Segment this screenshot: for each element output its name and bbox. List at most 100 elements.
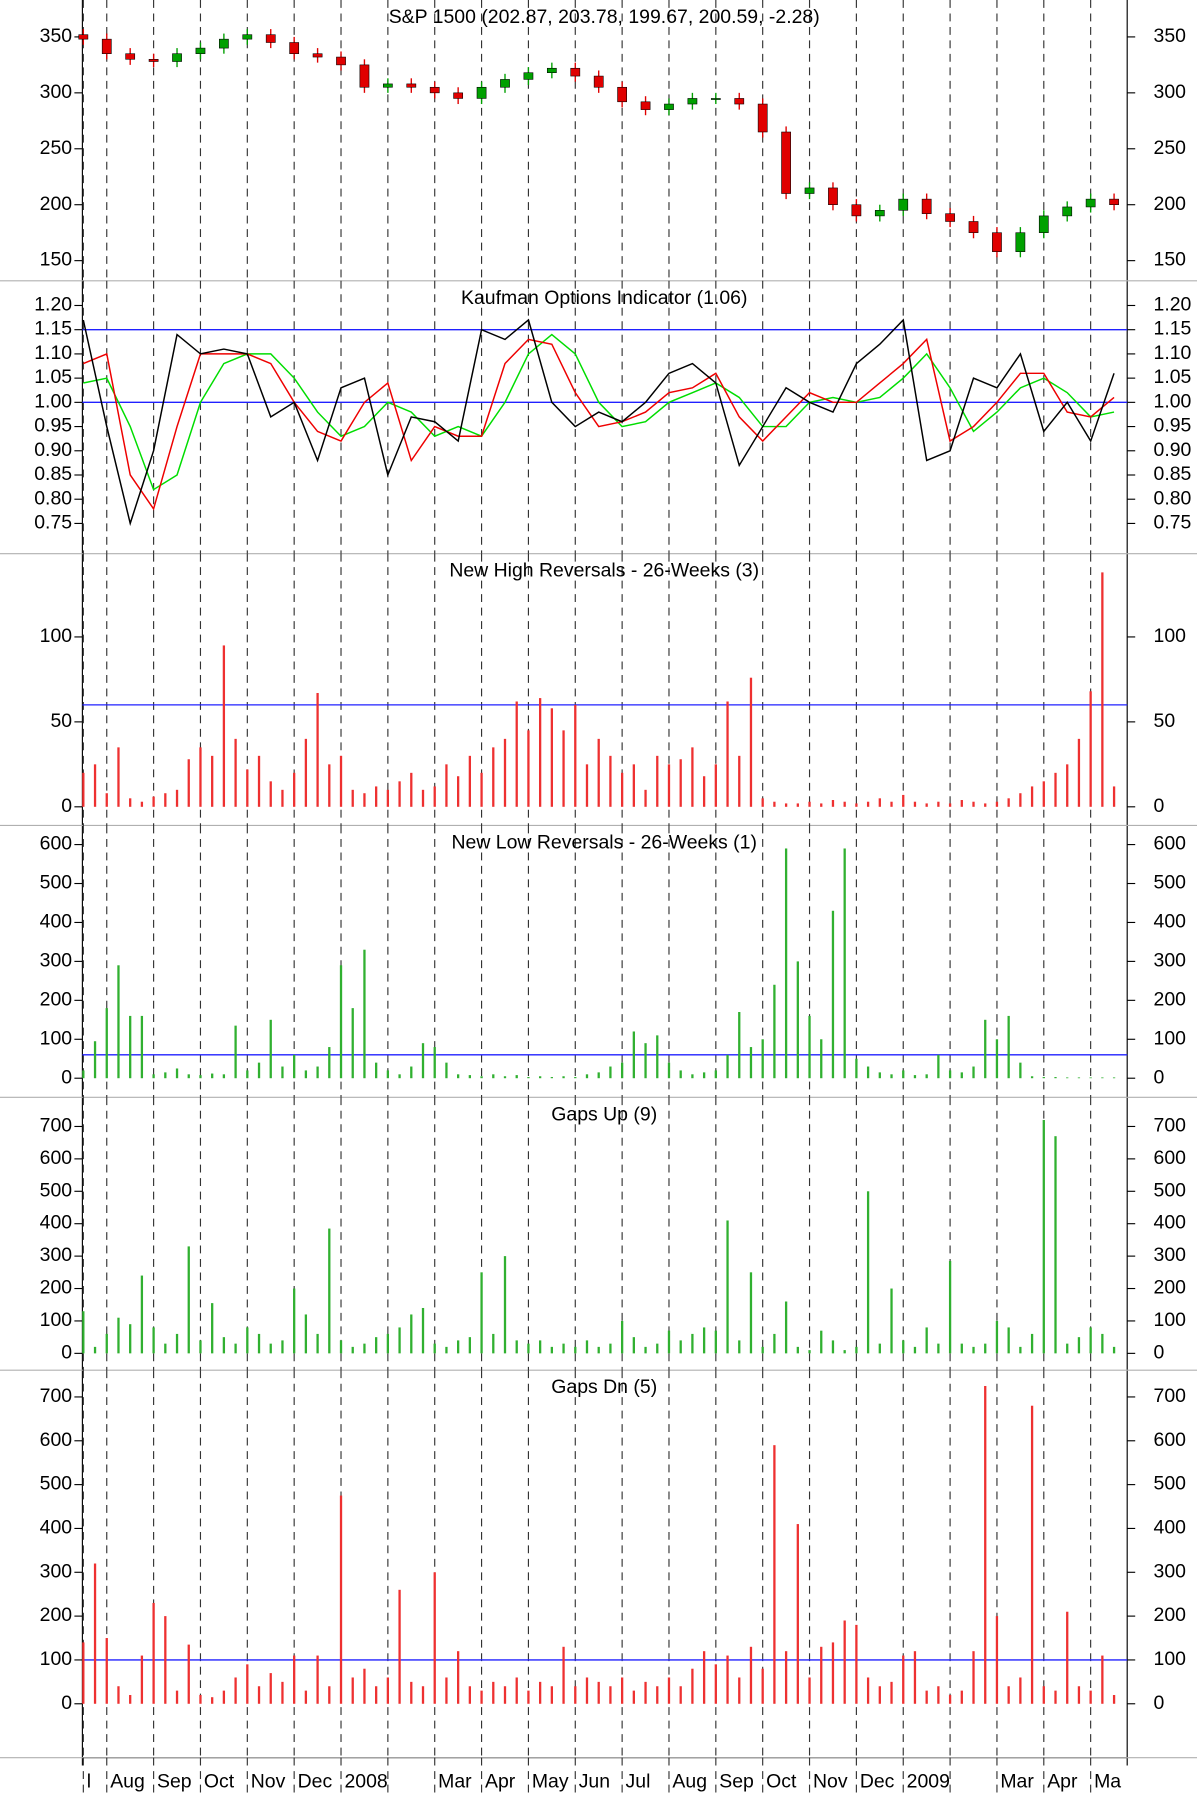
y2-tick-label: 200 bbox=[1154, 990, 1186, 1011]
bar bbox=[749, 1047, 753, 1079]
bar bbox=[386, 1333, 390, 1354]
bar bbox=[351, 1677, 354, 1704]
bar bbox=[1066, 1611, 1069, 1704]
bar bbox=[691, 1333, 694, 1354]
bar bbox=[679, 1340, 682, 1354]
bar bbox=[679, 1686, 682, 1704]
bar bbox=[421, 1686, 425, 1704]
bar bbox=[1077, 1077, 1081, 1079]
x-tick-label: Ma bbox=[1094, 1772, 1121, 1793]
y2-tick-label: 400 bbox=[1154, 1518, 1186, 1539]
bar bbox=[398, 1589, 401, 1704]
bar bbox=[702, 1327, 706, 1354]
bar bbox=[574, 1686, 577, 1704]
bar bbox=[304, 1070, 308, 1079]
bar bbox=[1101, 572, 1104, 807]
bar bbox=[855, 1346, 858, 1354]
bar bbox=[1007, 1015, 1010, 1079]
bar bbox=[1089, 1077, 1092, 1079]
bar bbox=[1077, 1337, 1081, 1354]
bar bbox=[82, 1311, 85, 1354]
bar bbox=[129, 1015, 132, 1079]
bar bbox=[82, 1070, 85, 1079]
bar bbox=[1019, 1346, 1022, 1354]
bar bbox=[257, 1333, 261, 1354]
bar bbox=[866, 801, 870, 807]
bar bbox=[714, 1070, 717, 1079]
bar bbox=[140, 801, 144, 807]
bar bbox=[925, 803, 928, 807]
bar bbox=[468, 1075, 472, 1079]
bar bbox=[152, 1327, 155, 1354]
candle-body bbox=[710, 98, 721, 100]
bar bbox=[1054, 1077, 1057, 1079]
candle-body bbox=[1062, 206, 1073, 217]
y2-tick-label: 500 bbox=[1154, 1474, 1186, 1495]
candle-body bbox=[992, 232, 1002, 252]
bar bbox=[1030, 1333, 1034, 1354]
bar bbox=[609, 755, 612, 807]
bar bbox=[902, 1340, 905, 1354]
bar bbox=[328, 764, 331, 807]
bar bbox=[796, 1524, 799, 1704]
candle-body bbox=[921, 198, 932, 214]
bar bbox=[246, 1664, 249, 1704]
bar bbox=[890, 1074, 893, 1079]
y2-tick-label: 400 bbox=[1154, 1213, 1186, 1234]
bar bbox=[222, 1337, 226, 1354]
bar bbox=[843, 1620, 846, 1704]
candle-body bbox=[523, 72, 534, 80]
y2-tick-label: 100 bbox=[1154, 626, 1186, 647]
x-tick-label: Apr bbox=[485, 1772, 516, 1793]
bar bbox=[187, 759, 190, 807]
candle-body bbox=[195, 47, 206, 54]
y-tick-label: 1.15 bbox=[34, 319, 72, 340]
y2-tick-label: 200 bbox=[1154, 194, 1186, 215]
y-tick-label: 1.10 bbox=[34, 343, 72, 364]
candle-body bbox=[804, 187, 815, 194]
bar bbox=[1030, 786, 1034, 807]
bar bbox=[515, 1677, 518, 1704]
bar bbox=[538, 698, 542, 807]
y2-tick-label: 1.10 bbox=[1154, 343, 1192, 364]
bar bbox=[175, 789, 179, 807]
bar bbox=[281, 1681, 284, 1704]
bar bbox=[492, 1333, 495, 1354]
y2-tick-label: 150 bbox=[1154, 250, 1186, 271]
bar bbox=[480, 1690, 483, 1704]
panel-title: New High Reversals - 26-Weeks (3) bbox=[449, 561, 759, 582]
bar bbox=[398, 781, 401, 807]
x-tick-label: Jul bbox=[626, 1772, 651, 1793]
bar bbox=[82, 772, 85, 807]
candle-body bbox=[570, 67, 581, 77]
bar bbox=[902, 1070, 905, 1079]
candle-body bbox=[1085, 198, 1096, 208]
bar bbox=[492, 1681, 495, 1704]
bar bbox=[937, 1054, 940, 1079]
panel-title: Gaps Up (9) bbox=[551, 1104, 657, 1125]
bar bbox=[620, 1677, 624, 1704]
bar bbox=[211, 1697, 214, 1704]
panel-title: New Low Reversals - 26-Weeks (1) bbox=[451, 833, 756, 854]
bar bbox=[164, 1343, 167, 1354]
bar bbox=[152, 796, 155, 807]
x-tick-label: Mar bbox=[1000, 1772, 1034, 1793]
bar bbox=[117, 1317, 120, 1354]
bar bbox=[492, 1074, 495, 1079]
bar bbox=[82, 1642, 85, 1704]
x-tick-label: Dec bbox=[860, 1772, 895, 1793]
candle-body bbox=[429, 86, 440, 94]
bar bbox=[199, 747, 202, 807]
bar bbox=[948, 1695, 952, 1704]
bar bbox=[421, 1307, 425, 1354]
y-tick-label: 250 bbox=[40, 138, 72, 159]
bar bbox=[175, 1333, 179, 1354]
bar bbox=[538, 1076, 542, 1079]
bar bbox=[445, 1677, 448, 1704]
candle-body bbox=[172, 53, 182, 62]
y2-tick-label: 300 bbox=[1154, 951, 1186, 972]
bar bbox=[152, 1602, 155, 1704]
y-tick-label: 150 bbox=[40, 250, 72, 271]
bar bbox=[269, 781, 272, 807]
